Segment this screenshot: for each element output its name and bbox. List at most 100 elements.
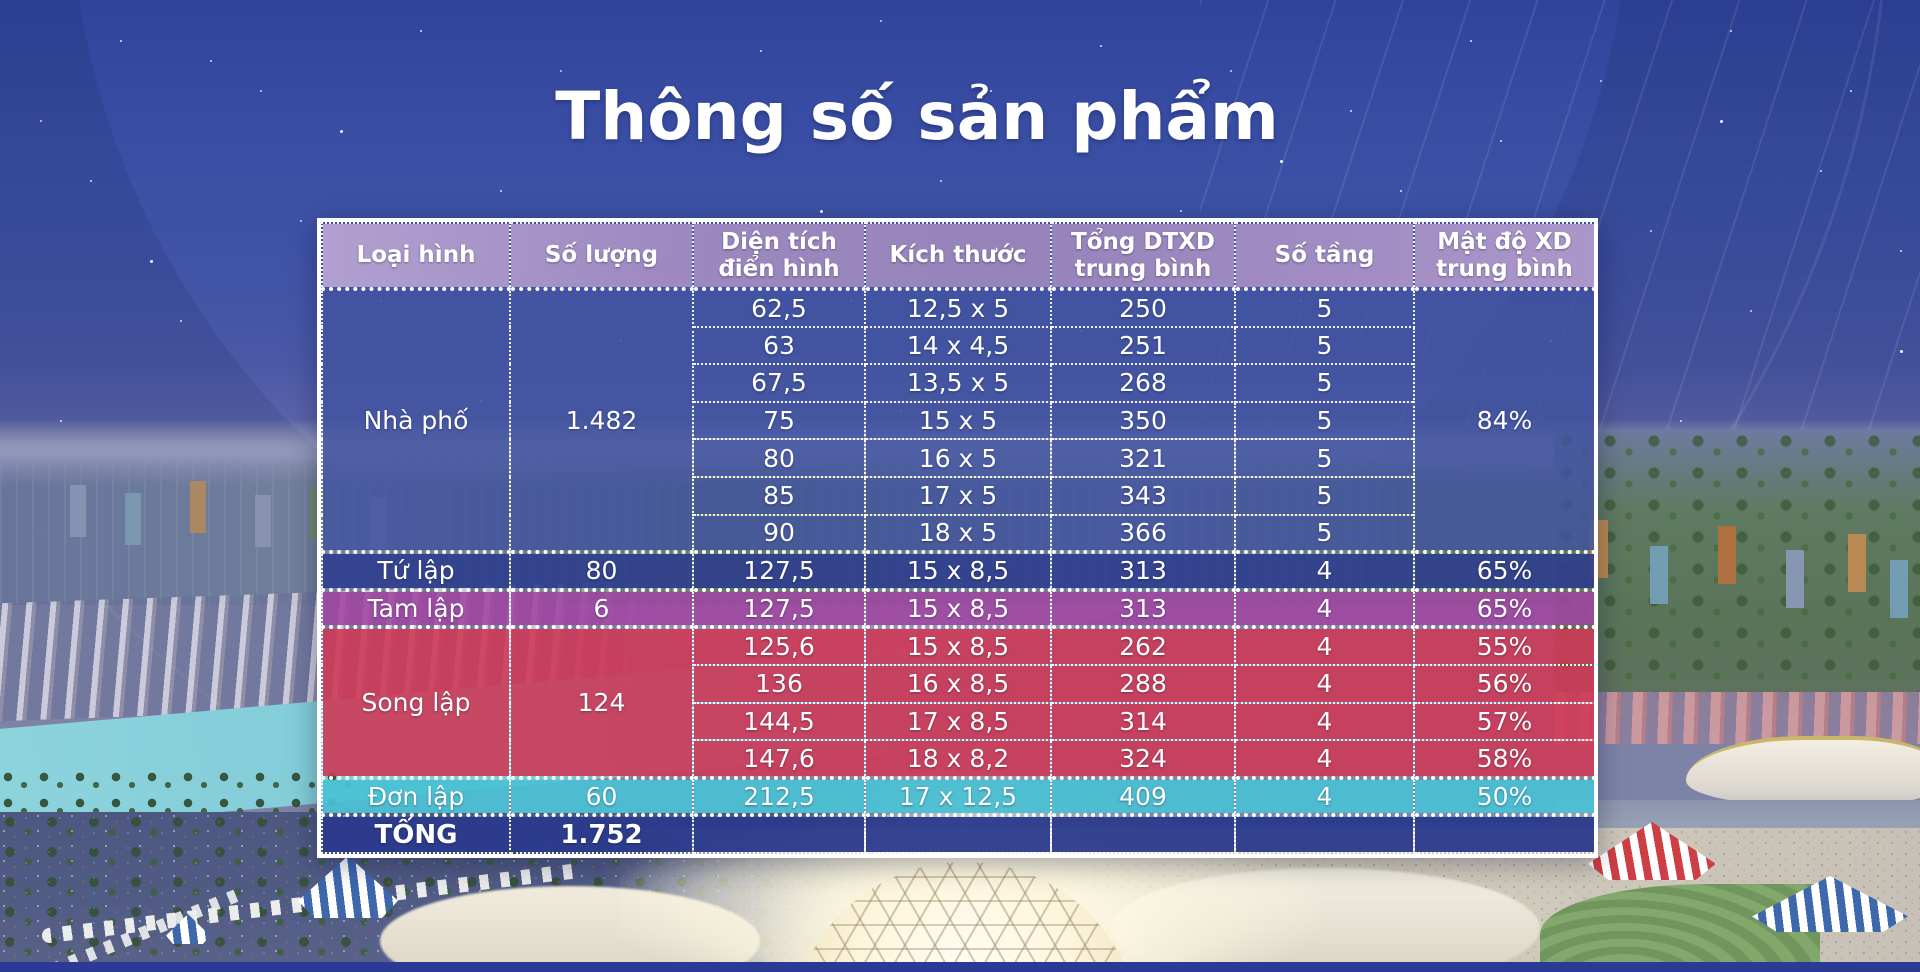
size-cell: 15 x 5 (864, 400, 1052, 441)
city-trees-right (1555, 430, 1920, 710)
density-cell: 50% (1413, 775, 1596, 817)
floors-cell: 5 (1234, 475, 1415, 516)
floors-cell: 4 (1234, 625, 1415, 666)
floors-cell: 4 (1234, 587, 1415, 629)
page-title: Thông số sản phẩm (555, 78, 1279, 155)
density-cell: 57% (1413, 701, 1596, 742)
table-row-tam-lap: Tam lập 6 127,5 15 x 8,5 313 4 65% (321, 587, 1596, 629)
gfa-cell: 251 (1050, 325, 1236, 366)
header-row: Loại hình Số lượng Diện tích điển hình K… (321, 222, 1596, 291)
gfa-cell: 343 (1050, 475, 1236, 516)
quantity-cell: 1.482 (509, 286, 694, 554)
table-row-nha-pho-5: 80 16 x 5 321 5 (322, 438, 1595, 478)
quantity-cell: 60 (509, 775, 694, 817)
density-cell: 65% (1413, 587, 1596, 629)
area-cell: 62,5 (692, 287, 866, 328)
total-empty-cell (1050, 813, 1236, 854)
col-header-so-tang: Số tầng (1234, 222, 1415, 291)
col-header-dien-tich: Diện tích điển hình (692, 222, 866, 291)
section-label: Nhà phố (321, 286, 511, 554)
size-cell: 13,5 x 5 (864, 363, 1052, 403)
table-row-tu-lap: Tứ lập 80 127,5 15 x 8,5 313 4 65% (321, 550, 1596, 591)
table-row-song-lap-1: Song lập 124 125,6 15 x 8,5 262 4 55% (321, 625, 1596, 779)
area-cell: 75 (692, 400, 866, 441)
gfa-cell: 313 (1050, 587, 1236, 629)
col-header-so-luong: Số lượng (509, 222, 694, 291)
table-row-don-lap: Đơn lập 60 212,5 17 x 12,5 409 4 50% (321, 775, 1596, 817)
product-spec-table-frame: Loại hình Số lượng Diện tích điển hình K… (317, 218, 1598, 858)
gfa-cell: 313 (1050, 550, 1236, 591)
area-cell: 67,5 (692, 363, 866, 403)
area-cell: 136 (692, 663, 866, 704)
table-row-nha-pho-2: 63 14 x 4,5 251 5 (322, 325, 1595, 366)
gfa-cell: 366 (1050, 513, 1236, 554)
size-cell: 18 x 5 (864, 513, 1052, 554)
area-cell: 125,6 (692, 625, 866, 666)
table-row-nha-pho-6: 85 17 x 5 343 5 (322, 475, 1595, 516)
area-cell: 63 (692, 325, 866, 366)
table-row-nha-pho-3: 67,5 13,5 x 5 268 5 (322, 363, 1595, 403)
area-cell: 147,6 (692, 739, 866, 779)
floors-cell: 4 (1234, 663, 1415, 704)
table-row-nha-pho-4: 75 15 x 5 350 5 (322, 400, 1595, 441)
gfa-cell: 321 (1050, 438, 1236, 478)
floors-cell: 4 (1234, 775, 1415, 817)
gfa-cell: 250 (1050, 287, 1236, 328)
size-cell: 17 x 12,5 (864, 775, 1052, 817)
distant-towers-left (70, 485, 86, 537)
table-row-nha-pho-1: Nhà phố 1.482 62,5 12,5 x 5 250 5 84% (321, 286, 1596, 554)
quantity-cell: 124 (509, 625, 694, 779)
floors-cell: 4 (1234, 701, 1415, 742)
size-cell: 15 x 8,5 (864, 550, 1052, 591)
size-cell: 15 x 8,5 (864, 587, 1052, 629)
table-row-song-lap-4: 147,6 18 x 8,2 324 4 58% (322, 739, 1596, 779)
tree-speckle-pattern (1555, 430, 1920, 710)
section-label: Đơn lập (321, 775, 511, 817)
quantity-cell: 80 (509, 550, 694, 591)
size-cell: 12,5 x 5 (864, 287, 1052, 328)
size-cell: 15 x 8,5 (864, 625, 1052, 666)
total-value: 1.752 (509, 813, 694, 854)
area-cell: 127,5 (692, 550, 866, 591)
quantity-cell: 6 (509, 587, 694, 629)
total-empty-cell (1413, 813, 1596, 854)
total-label: TỔNG (321, 813, 511, 854)
col-header-mat-do: Mật độ XD trung bình (1413, 222, 1596, 291)
floors-cell: 5 (1234, 400, 1415, 441)
size-cell: 18 x 8,2 (864, 739, 1052, 779)
table-row-nha-pho-7: 90 18 x 5 366 5 (322, 513, 1595, 554)
section-label: Tứ lập (321, 550, 511, 591)
floors-cell: 5 (1234, 363, 1415, 403)
table-row-total: TỔNG 1.752 (321, 813, 1596, 854)
star-field-bright (0, 0, 3, 3)
floors-cell: 5 (1234, 287, 1415, 328)
density-cell: 56% (1413, 663, 1596, 704)
gfa-cell: 409 (1050, 775, 1236, 817)
gfa-cell: 262 (1050, 625, 1236, 666)
col-header-loai-hinh: Loại hình (321, 222, 511, 291)
floors-cell: 5 (1234, 438, 1415, 478)
bottom-navy-bar (0, 962, 1920, 972)
total-empty-cell (692, 813, 866, 854)
section-label: Tam lập (321, 587, 511, 629)
density-cell: 65% (1413, 550, 1596, 591)
col-header-tong-dtxd: Tổng DTXD trung bình (1050, 222, 1236, 291)
product-spec-table: Loại hình Số lượng Diện tích điển hình K… (321, 222, 1596, 854)
gfa-cell: 350 (1050, 400, 1236, 441)
size-cell: 17 x 5 (864, 475, 1052, 516)
density-cell: 55% (1413, 625, 1596, 666)
section-label: Song lập (321, 625, 511, 779)
table-row-song-lap-3: 144,5 17 x 8,5 314 4 57% (322, 701, 1596, 742)
gfa-cell: 324 (1050, 739, 1236, 779)
gfa-cell: 268 (1050, 363, 1236, 403)
floors-cell: 5 (1234, 325, 1415, 366)
floors-cell: 4 (1234, 550, 1415, 591)
mall-building-right (1686, 736, 1920, 806)
area-cell: 127,5 (692, 587, 866, 629)
size-cell: 16 x 5 (864, 438, 1052, 478)
area-cell: 85 (692, 475, 866, 516)
col-header-kich-thuoc: Kích thước (864, 222, 1052, 291)
density-cell: 84% (1413, 286, 1596, 554)
gfa-cell: 288 (1050, 663, 1236, 704)
area-cell: 212,5 (692, 775, 866, 817)
